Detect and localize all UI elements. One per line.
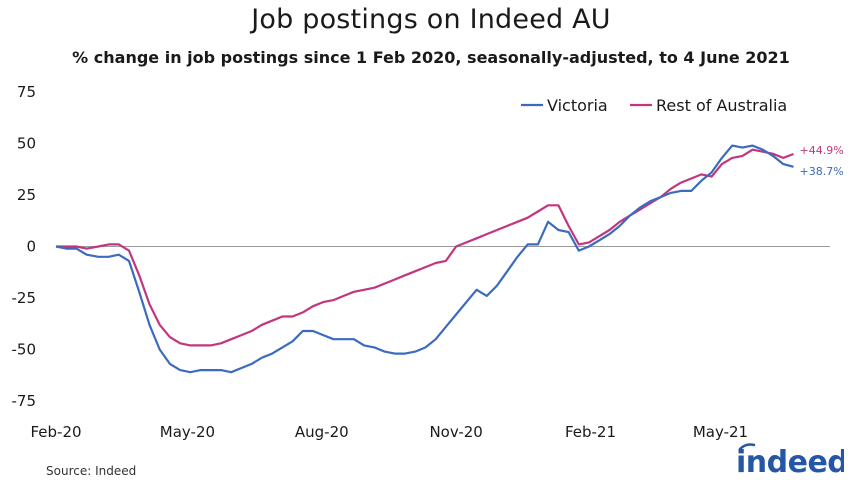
- y-tick-label: 25: [17, 186, 36, 204]
- y-tick-label: -75: [12, 392, 37, 410]
- svg-text:indeed: indeed: [736, 445, 844, 480]
- legend-label: Rest of Australia: [656, 96, 787, 115]
- y-tick-label: 50: [17, 135, 36, 153]
- legend-label: Victoria: [547, 96, 608, 115]
- y-tick-label: 75: [17, 83, 36, 101]
- x-tick-label: Nov-20: [429, 423, 482, 441]
- x-tick-label: Aug-20: [295, 423, 349, 441]
- y-tick-label: 0: [26, 238, 36, 256]
- x-tick-label: Feb-21: [565, 423, 616, 441]
- chart-title: Job postings on Indeed AU: [251, 4, 611, 35]
- end-value-label: +44.9%: [799, 144, 843, 157]
- x-tick-label: May-21: [693, 423, 748, 441]
- y-tick-label: -25: [12, 289, 37, 307]
- x-tick-label: May-20: [160, 423, 215, 441]
- end-value-label: +38.7%: [799, 165, 843, 178]
- indeed-logo: indeed: [736, 443, 844, 480]
- source-note: Source: Indeed: [46, 464, 137, 478]
- chart-subtitle: % change in job postings since 1 Feb 202…: [72, 48, 790, 67]
- series-line: [55, 144, 794, 374]
- y-tick-label: -50: [12, 341, 37, 359]
- x-tick-label: Feb-20: [30, 423, 81, 441]
- series-line: [56, 148, 794, 347]
